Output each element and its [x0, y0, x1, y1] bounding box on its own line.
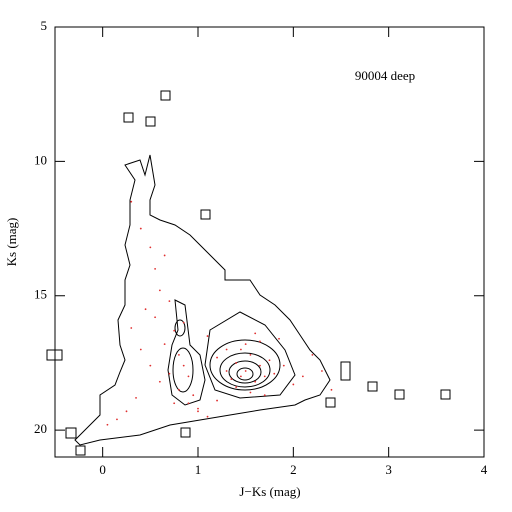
point	[187, 375, 190, 378]
point	[197, 407, 199, 410]
point	[216, 356, 218, 359]
y-tick-label: 10	[34, 152, 47, 167]
point	[249, 353, 252, 356]
point	[235, 386, 238, 389]
point	[292, 383, 295, 386]
point	[163, 343, 166, 346]
point	[197, 410, 199, 413]
annotation: 90004 deep	[355, 68, 415, 83]
point	[225, 348, 228, 351]
point	[249, 391, 252, 394]
point	[268, 359, 271, 362]
point	[168, 300, 171, 303]
x-tick-label: 0	[99, 462, 106, 477]
point	[235, 362, 238, 364]
point	[254, 332, 257, 335]
point	[259, 364, 261, 367]
point	[254, 380, 257, 383]
point	[173, 329, 176, 332]
y-tick-label: 5	[41, 18, 48, 33]
point	[192, 394, 195, 397]
point	[135, 396, 137, 399]
point	[178, 353, 180, 356]
y-axis-label: Ks (mag)	[4, 218, 19, 267]
point	[182, 321, 185, 324]
point	[154, 316, 157, 319]
point	[182, 364, 185, 367]
point	[144, 308, 147, 311]
point	[139, 227, 142, 230]
point	[139, 348, 142, 351]
point	[240, 348, 242, 351]
point	[178, 388, 180, 391]
point	[259, 340, 261, 343]
point	[163, 254, 166, 257]
point	[168, 372, 171, 375]
contours	[46, 90, 451, 456]
point	[273, 372, 276, 375]
point	[321, 370, 323, 372]
point	[225, 370, 228, 372]
point	[301, 375, 304, 378]
y-tick-label: 15	[34, 287, 47, 302]
point	[244, 370, 247, 372]
point	[130, 200, 133, 203]
point	[106, 423, 109, 426]
point	[149, 364, 152, 367]
point	[216, 399, 218, 402]
point	[206, 415, 209, 418]
x-tick-label: 2	[290, 462, 297, 477]
point	[206, 335, 209, 337]
point	[244, 343, 247, 346]
point	[125, 410, 128, 413]
point	[116, 418, 118, 421]
point	[278, 337, 280, 340]
point	[230, 378, 233, 380]
point	[149, 246, 152, 249]
x-tick-label: 3	[385, 462, 392, 477]
point	[130, 327, 133, 329]
point	[330, 388, 333, 391]
x-axis-label: J−Ks (mag)	[239, 484, 300, 499]
point	[187, 402, 190, 405]
x-tick-label: 4	[481, 462, 488, 477]
point	[263, 394, 266, 397]
point	[158, 289, 161, 292]
point	[154, 267, 157, 270]
point	[173, 402, 176, 405]
point	[282, 364, 285, 367]
plot-frame	[54, 26, 485, 458]
point	[311, 353, 314, 356]
point	[263, 375, 266, 378]
point	[240, 375, 242, 378]
point	[158, 380, 161, 383]
y-tick-label: 20	[34, 421, 47, 436]
x-tick-label: 1	[195, 462, 202, 477]
